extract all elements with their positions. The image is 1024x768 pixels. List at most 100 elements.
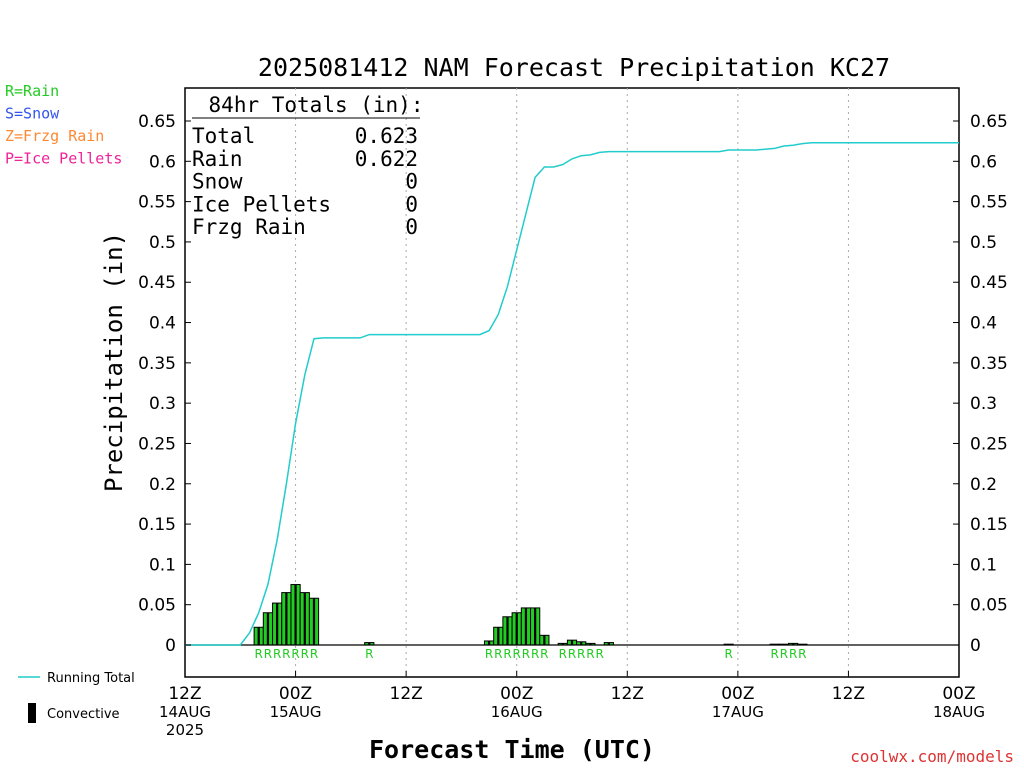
type-marker-17: R (577, 647, 585, 661)
type-marker-12: R (522, 647, 530, 661)
xtick-label-0-2: 2025 (166, 721, 204, 739)
type-marker-23: R (789, 647, 797, 661)
type-marker-4: R (291, 647, 299, 661)
totals-label-1: Rain (192, 147, 243, 171)
type-marker-16: R (568, 647, 576, 661)
running-total-legend-label: Running Total (47, 671, 135, 686)
type-marker-14: R (540, 647, 548, 661)
convective-bars (253, 584, 808, 646)
ytick-right-6: 0.3 (970, 394, 997, 414)
ytick-right-4: 0.2 (970, 475, 997, 495)
series-legend: Running Total Convective (18, 671, 135, 723)
type-marker-10: R (503, 647, 511, 661)
bar-11 (281, 592, 292, 646)
bar-13 (299, 592, 310, 646)
type-marker-2: R (273, 647, 281, 661)
precip-type-legend-1: S=Snow (5, 105, 60, 123)
ytick-right-12: 0.6 (970, 152, 997, 172)
xtick-label-2-0: 12Z (390, 684, 423, 704)
bar-8 (253, 626, 264, 646)
type-marker-19: R (595, 647, 603, 661)
precip-type-legend-0: R=Rain (5, 82, 59, 100)
xtick-label-5-1: 17AUG (712, 703, 764, 721)
bar-14 (308, 597, 320, 646)
bar-10 (272, 602, 283, 646)
ytick-left-1: 0.05 (138, 596, 176, 616)
bar-39 (539, 634, 550, 646)
xtick-label-7-0: 00Z (942, 684, 975, 704)
ytick-right-0: 0 (970, 636, 981, 656)
ytick-right-9: 0.45 (970, 273, 1008, 293)
ytick-left-6: 0.3 (149, 394, 176, 414)
ytick-right-2: 0.1 (970, 555, 997, 575)
xtick-label-6-0: 12Z (832, 684, 865, 704)
ytick-right-13: 0.65 (970, 112, 1008, 132)
y-axis-label: Precipitation (in) (100, 232, 128, 492)
ytick-left-13: 0.65 (138, 112, 176, 132)
credit-text: coolwx.com/models (850, 747, 1014, 766)
bar-38 (530, 607, 541, 646)
type-marker-20: R (724, 647, 732, 661)
ytick-left-3: 0.15 (138, 515, 176, 535)
bar-35 (502, 616, 513, 646)
bar-9 (262, 612, 274, 646)
precip-type-legend: R=Rain S=Snow Z=Frzg Rain P=Ice Pellets (5, 82, 122, 168)
ytick-left-4: 0.2 (149, 475, 176, 495)
running-total-line (185, 142, 959, 646)
xtick-label-1-1: 15AUG (270, 703, 322, 721)
type-marker-8: R (485, 647, 493, 661)
vertical-grid (295, 88, 849, 677)
plot-frame (184, 87, 960, 678)
xtick-label-7-1: 18AUG (933, 703, 985, 721)
totals-value-2: 0 (405, 170, 418, 194)
type-marker-6: R (310, 647, 318, 661)
xtick-label-0-0: 12Z (168, 684, 201, 704)
xtick-label-3-1: 16AUG (491, 703, 543, 721)
totals-value-0: 0.623 (355, 124, 418, 148)
type-marker-3: R (282, 647, 290, 661)
totals-value-3: 0 (405, 192, 418, 216)
type-marker-7: R (365, 647, 373, 661)
type-marker-0: R (255, 647, 263, 661)
ytick-right-10: 0.5 (970, 233, 997, 253)
type-marker-11: R (513, 647, 521, 661)
totals-label-0: Total (192, 124, 255, 148)
ytick-right-7: 0.35 (970, 354, 1008, 374)
x-axis-label: Forecast Time (UTC) (369, 735, 655, 764)
type-marker-24: R (798, 647, 806, 661)
type-marker-5: R (301, 647, 309, 661)
y-axis-ticks: 0 00.05 0.050.1 0.10.15 0.150.2 0.20.25 0.250.… (138, 112, 1008, 656)
xtick-label-0-1: 14AUG (159, 703, 211, 721)
bar-12 (290, 584, 301, 646)
chart-title: 2025081412 NAM Forecast Precipitation KC… (258, 53, 890, 82)
xtick-label-1-0: 00Z (279, 684, 312, 704)
ytick-right-3: 0.15 (970, 515, 1008, 535)
bar-33 (483, 640, 495, 646)
convective-legend-swatch (28, 703, 36, 723)
type-marker-1: R (264, 647, 272, 661)
xtick-label-5-0: 00Z (721, 684, 754, 704)
ytick-right-5: 0.25 (970, 434, 1008, 454)
ytick-right-8: 0.4 (970, 314, 997, 334)
totals-label-2: Snow (192, 170, 243, 194)
ytick-right-11: 0.55 (970, 193, 1008, 213)
bar-34 (493, 626, 504, 646)
xtick-label-4-0: 12Z (611, 684, 644, 704)
ytick-left-10: 0.5 (149, 233, 176, 253)
ytick-left-2: 0.1 (149, 555, 176, 575)
type-marker-18: R (586, 647, 594, 661)
ytick-left-11: 0.55 (138, 193, 176, 213)
ytick-left-9: 0.45 (138, 273, 176, 293)
bar-37 (520, 607, 532, 646)
totals-value-1: 0.622 (355, 147, 418, 171)
precip-type-legend-2: Z=Frzg Rain (5, 127, 104, 145)
ytick-left-8: 0.4 (149, 314, 176, 334)
convective-legend-label: Convective (47, 707, 120, 722)
totals-label-3: Ice Pellets (192, 192, 331, 216)
ytick-right-1: 0.05 (970, 596, 1008, 616)
totals-header: 84hr Totals (in): (209, 93, 424, 117)
ytick-left-7: 0.35 (138, 354, 176, 374)
